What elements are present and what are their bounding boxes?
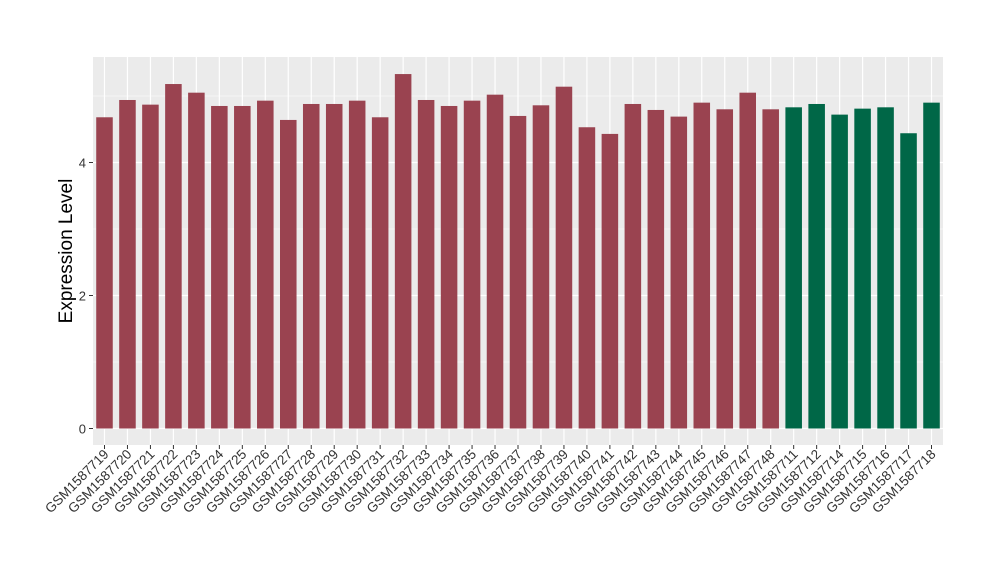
bar-GSM1587744 xyxy=(670,116,688,429)
bar-GSM1587731 xyxy=(371,117,389,429)
bar-GSM1587732 xyxy=(394,74,412,429)
y-tick-label: 0 xyxy=(79,422,86,437)
bar-GSM1587736 xyxy=(486,94,504,429)
bar-GSM1587748 xyxy=(762,109,779,429)
bar-GSM1587745 xyxy=(693,102,711,429)
bar-GSM1587733 xyxy=(417,99,435,429)
bars xyxy=(96,74,940,429)
bar-GSM1587715 xyxy=(854,108,871,429)
bar-GSM1587727 xyxy=(280,119,297,429)
bar-GSM1587721 xyxy=(142,104,159,429)
bar-GSM1587712 xyxy=(808,103,825,429)
bar-GSM1587739 xyxy=(555,86,573,429)
bar-GSM1587719 xyxy=(96,117,113,429)
bar-GSM1587730 xyxy=(348,100,366,429)
y-axis-label: Expression Level xyxy=(56,179,77,324)
bar-GSM1587740 xyxy=(578,127,596,429)
y-axis-ticks: 0 2 4 xyxy=(79,156,93,437)
bar-GSM1587729 xyxy=(325,103,343,429)
bar-GSM1587724 xyxy=(211,105,228,429)
bar-GSM1587738 xyxy=(532,105,550,429)
bar-GSM1587725 xyxy=(234,105,251,429)
bar-GSM1587743 xyxy=(647,109,665,429)
bar-GSM1587716 xyxy=(877,107,894,429)
bar-GSM1587734 xyxy=(440,105,458,429)
bar-GSM1587741 xyxy=(601,133,619,429)
x-axis-ticks: GSM1587719GSM1587720GSM1587721GSM1587722… xyxy=(42,445,939,516)
bar-GSM1587714 xyxy=(831,114,848,429)
y-tick-label: 2 xyxy=(79,289,86,304)
bar-GSM1587728 xyxy=(302,103,320,429)
bar-GSM1587722 xyxy=(165,84,182,429)
bar-GSM1587742 xyxy=(624,103,642,429)
bar-GSM1587718 xyxy=(923,102,940,429)
bar-GSM1587735 xyxy=(463,100,481,429)
bar-GSM1587723 xyxy=(188,92,205,429)
bar-GSM1587746 xyxy=(716,109,734,429)
y-tick-label: 4 xyxy=(79,156,86,171)
bar-GSM1587737 xyxy=(509,115,527,429)
bar-GSM1587747 xyxy=(739,92,756,429)
bar-GSM1587726 xyxy=(257,100,274,429)
bar-GSM1587720 xyxy=(119,99,136,429)
bar-GSM1587717 xyxy=(900,133,917,429)
bar-GSM1587711 xyxy=(785,107,802,429)
